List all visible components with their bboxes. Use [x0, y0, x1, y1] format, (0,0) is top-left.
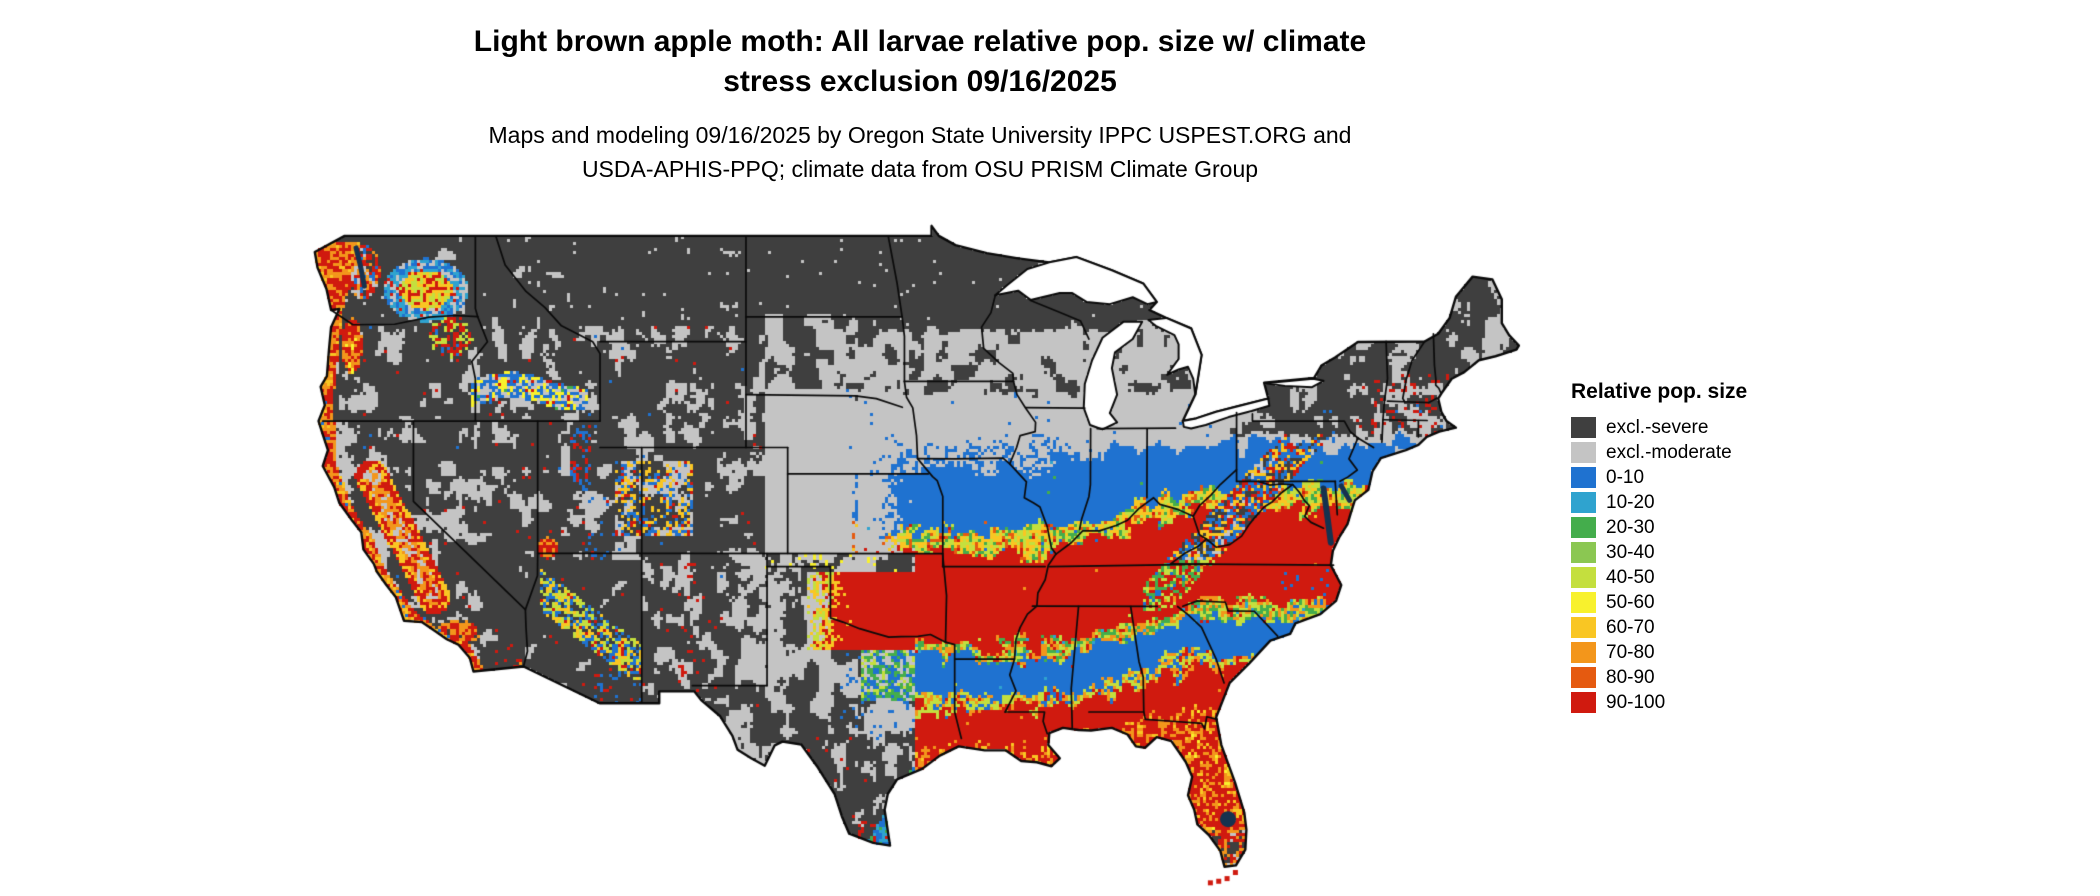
- legend-swatch: [1571, 417, 1596, 438]
- legend-item: 20-30: [1571, 515, 1811, 540]
- legend-label: 80-90: [1606, 667, 1655, 688]
- legend-item: excl.-moderate: [1571, 440, 1811, 465]
- legend-item: 70-80: [1571, 640, 1811, 665]
- us-map-canvas: [285, 212, 1565, 896]
- legend-item: 0-10: [1571, 465, 1811, 490]
- legend-swatch: [1571, 692, 1596, 713]
- legend-swatch: [1571, 542, 1596, 563]
- legend-items: excl.-severe excl.-moderate 0-10 10-20 20-30…: [1571, 415, 1811, 715]
- legend-label: excl.-severe: [1606, 417, 1709, 438]
- legend-swatch: [1571, 517, 1596, 538]
- legend-swatch: [1571, 567, 1596, 588]
- legend-swatch: [1571, 642, 1596, 663]
- legend-swatch: [1571, 592, 1596, 613]
- legend-item: 30-40: [1571, 540, 1811, 565]
- title-block: Light brown apple moth: All larvae relat…: [0, 22, 1840, 186]
- legend-label: 40-50: [1606, 567, 1655, 588]
- map-title-line-1: Light brown apple moth: All larvae relat…: [473, 25, 1367, 58]
- legend-label: 50-60: [1606, 592, 1655, 613]
- legend-label: 20-30: [1606, 517, 1655, 538]
- legend-swatch: [1571, 492, 1596, 513]
- legend-label: 70-80: [1606, 642, 1655, 663]
- legend-item: 10-20: [1571, 490, 1811, 515]
- legend-item: 40-50: [1571, 565, 1811, 590]
- map-subtitle-line-2: USDA-APHIS-PPQ; climate data from OSU PR…: [581, 156, 1259, 182]
- legend-label: 30-40: [1606, 542, 1655, 563]
- legend-item: 60-70: [1571, 615, 1811, 640]
- us-population-map: [285, 212, 1565, 896]
- legend-label: 90-100: [1606, 692, 1666, 713]
- legend-item: excl.-severe: [1571, 415, 1811, 440]
- subtitle-block: Maps and modeling 09/16/2025 by Oregon S…: [0, 118, 1840, 186]
- legend: Relative pop. size excl.-severe excl.-mod…: [1571, 380, 1811, 715]
- legend-label: 0-10: [1606, 467, 1645, 488]
- legend-label: excl.-moderate: [1606, 442, 1732, 463]
- legend-swatch: [1571, 467, 1596, 488]
- legend-swatch: [1571, 667, 1596, 688]
- legend-item: 80-90: [1571, 665, 1811, 690]
- legend-label: 10-20: [1606, 492, 1655, 513]
- legend-swatch: [1571, 442, 1596, 463]
- legend-item: 50-60: [1571, 590, 1811, 615]
- map-title-line-2: stress exclusion 09/16/2025: [723, 65, 1117, 98]
- legend-label: 60-70: [1606, 617, 1655, 638]
- legend-item: 90-100: [1571, 690, 1811, 715]
- map-subtitle-line-1: Maps and modeling 09/16/2025 by Oregon S…: [488, 122, 1352, 148]
- legend-swatch: [1571, 617, 1596, 638]
- legend-title: Relative pop. size: [1571, 380, 1748, 403]
